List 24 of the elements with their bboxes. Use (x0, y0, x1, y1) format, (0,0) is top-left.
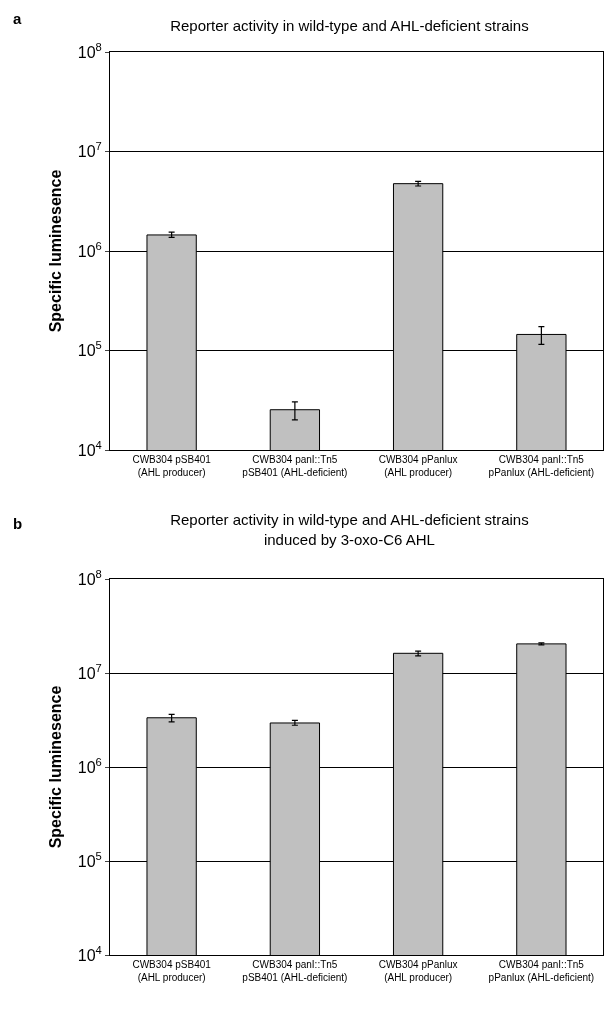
chart-title: Reporter activity in wild-type and AHL-deficient strains induced by 3-oxo-C6 AHL (170, 511, 529, 548)
x-tick-label: CWB304 panI::Tn5 pPanlux (AHL-deficient) (488, 454, 595, 478)
x-tick-label: CWB304 panI::Tn5 pSB401 (AHL-deficient) (242, 959, 348, 983)
x-tick-label: CWB304 pSB401 (AHL producer) (132, 959, 212, 983)
y-tick-label: 10$^{7}$ (77, 140, 102, 161)
x-tick-label: CWB304 pPanlux (AHL producer) (378, 959, 458, 983)
y-tick-label: 10$^{8}$ (77, 567, 102, 588)
y-tick-label: 10$^{7}$ (77, 661, 102, 682)
text: b (13, 515, 23, 532)
y-tick-label: 10$^{8}$ (77, 40, 102, 61)
x-tick-label: CWB304 pPanlux (AHL producer) (378, 454, 458, 478)
y-axis-title: Specific luminesence (46, 685, 64, 849)
y-tick-label: 10$^{6}$ (77, 755, 102, 776)
x-tick-label: CWB304 panI::Tn5 pPanlux (AHL-deficient) (488, 959, 595, 983)
chart-title: Reporter activity in wild-type and AHL-deficient strains (170, 16, 529, 34)
y-tick-label: 10$^{4}$ (77, 438, 102, 459)
y-tick-label: 10$^{6}$ (77, 239, 102, 260)
x-tick-label: CWB304 panI::Tn5 pSB401 (AHL-deficient) (242, 454, 348, 478)
y-tick-label: 10$^{5}$ (77, 339, 102, 360)
x-tick-label: CWB304 pSB401 (AHL producer) (132, 454, 212, 478)
y-tick-label: 10$^{4}$ (77, 943, 102, 964)
y-axis-title: Specific luminesence (46, 169, 64, 333)
text: a (13, 10, 22, 27)
y-tick-label: 10$^{5}$ (77, 849, 102, 870)
